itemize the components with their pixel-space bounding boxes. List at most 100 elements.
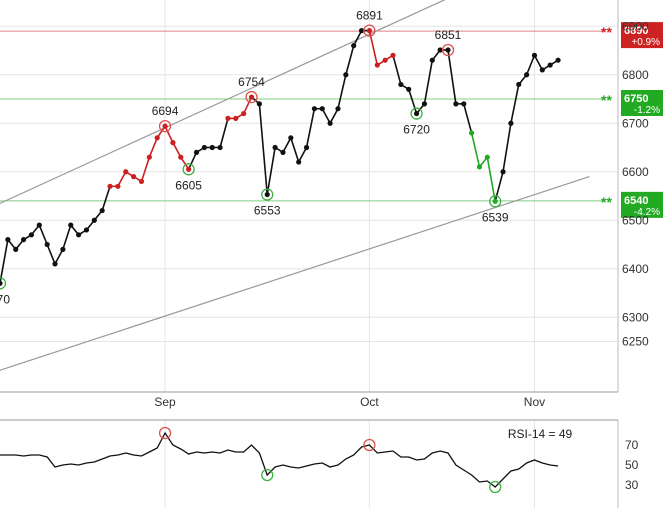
price-point — [461, 101, 467, 107]
price-point — [131, 174, 137, 180]
price-point — [83, 227, 90, 233]
y-tick-label: 6800 — [622, 68, 649, 82]
low-label: 6553 — [254, 204, 281, 218]
price-extrema: 70 6694 6605 6754 6553 6891 6720 6851 6539 — [0, 9, 509, 306]
level-lines: ** 6890+0.9% ** 6750-1.2% ** 6540-4.2% — [0, 22, 663, 218]
price-point — [343, 72, 349, 78]
high-label: 6891 — [356, 9, 383, 23]
price-segment — [101, 186, 111, 211]
level-marker: ** — [601, 92, 612, 108]
high-marker — [363, 24, 376, 37]
price-segment — [533, 54, 544, 71]
level-badge-change: +0.9% — [631, 37, 660, 48]
price-segment — [258, 103, 269, 195]
price-point — [154, 135, 160, 141]
price-point — [319, 106, 325, 112]
low-marker — [410, 107, 423, 120]
price-point — [327, 120, 333, 126]
price-segment — [187, 152, 198, 170]
high-label: 6694 — [152, 104, 179, 118]
level-badge-value: 6750 — [624, 93, 648, 105]
price-segment — [423, 60, 434, 104]
price-point — [20, 237, 27, 243]
price-segment — [407, 89, 418, 114]
price-point — [201, 144, 207, 151]
price-segment — [297, 147, 308, 163]
level-badge — [621, 90, 663, 116]
low-marker — [0, 277, 7, 290]
price-point — [555, 57, 561, 63]
price-segment — [470, 132, 481, 168]
price-segment — [164, 125, 174, 143]
price-point — [225, 115, 231, 121]
price-segment — [321, 108, 331, 124]
low-label: 70 — [0, 292, 10, 306]
y-tick-label: 6400 — [622, 262, 649, 276]
price-point — [429, 57, 435, 63]
high-marker — [441, 43, 455, 57]
price-point — [5, 237, 11, 243]
price-segment — [305, 108, 316, 148]
price-point — [44, 241, 50, 248]
price-segment — [447, 49, 457, 104]
price-point — [335, 106, 341, 112]
price-segment — [46, 244, 56, 265]
high-marker — [245, 90, 258, 104]
price-point — [288, 135, 294, 141]
price-point — [233, 115, 239, 121]
price-point — [524, 72, 530, 78]
rsi-high-marker — [363, 438, 376, 452]
price-segment — [510, 84, 520, 124]
price-point — [303, 144, 310, 151]
price-series — [0, 28, 561, 286]
price-point — [241, 110, 247, 117]
price-point — [256, 101, 262, 107]
level-marker: ** — [601, 24, 612, 40]
price-segment — [525, 55, 536, 76]
price-point — [453, 101, 459, 107]
high-label: 6851 — [435, 28, 462, 42]
channel-line — [0, 0, 446, 205]
high-label: 6754 — [238, 75, 265, 89]
price-point — [138, 178, 145, 185]
price-point — [539, 67, 545, 73]
price-point — [99, 207, 105, 214]
rsi-low-marker — [261, 468, 274, 482]
price-point — [36, 222, 42, 228]
y-tick-label: 6500 — [622, 213, 649, 227]
price-point — [52, 261, 58, 267]
y-tick-label: 6300 — [622, 310, 649, 324]
price-point — [398, 81, 404, 88]
rsi-panel: RSI-14 = 49 70 50 30 — [0, 426, 639, 494]
price-point — [178, 154, 184, 160]
level-badge — [621, 191, 663, 218]
price-point — [311, 106, 317, 112]
price-segment — [219, 118, 229, 148]
price-segment — [54, 248, 64, 265]
price-point — [406, 86, 412, 92]
rsi-tick-label: 30 — [625, 478, 639, 492]
x-tick-label: Oct — [360, 395, 379, 409]
price-point — [358, 28, 365, 34]
price-point — [531, 52, 538, 58]
price-point — [445, 47, 451, 53]
trend-channel — [0, 0, 590, 371]
price-point — [146, 154, 152, 160]
price-segment — [329, 108, 339, 124]
channel-line — [0, 176, 590, 371]
price-segment — [502, 123, 512, 172]
y-tick-label: 6250 — [622, 335, 649, 349]
price-point — [28, 232, 35, 238]
high-marker — [158, 120, 172, 133]
price-point — [469, 130, 475, 136]
price-segment — [392, 55, 402, 85]
price-segment — [290, 137, 300, 163]
price-point — [366, 28, 373, 34]
price-point — [382, 57, 388, 63]
price-point — [280, 149, 286, 155]
price-point — [508, 120, 514, 126]
price-segment — [282, 137, 292, 153]
price-segment — [62, 224, 72, 250]
price-point — [272, 144, 278, 151]
y-tick-label: 6900 — [622, 19, 649, 33]
